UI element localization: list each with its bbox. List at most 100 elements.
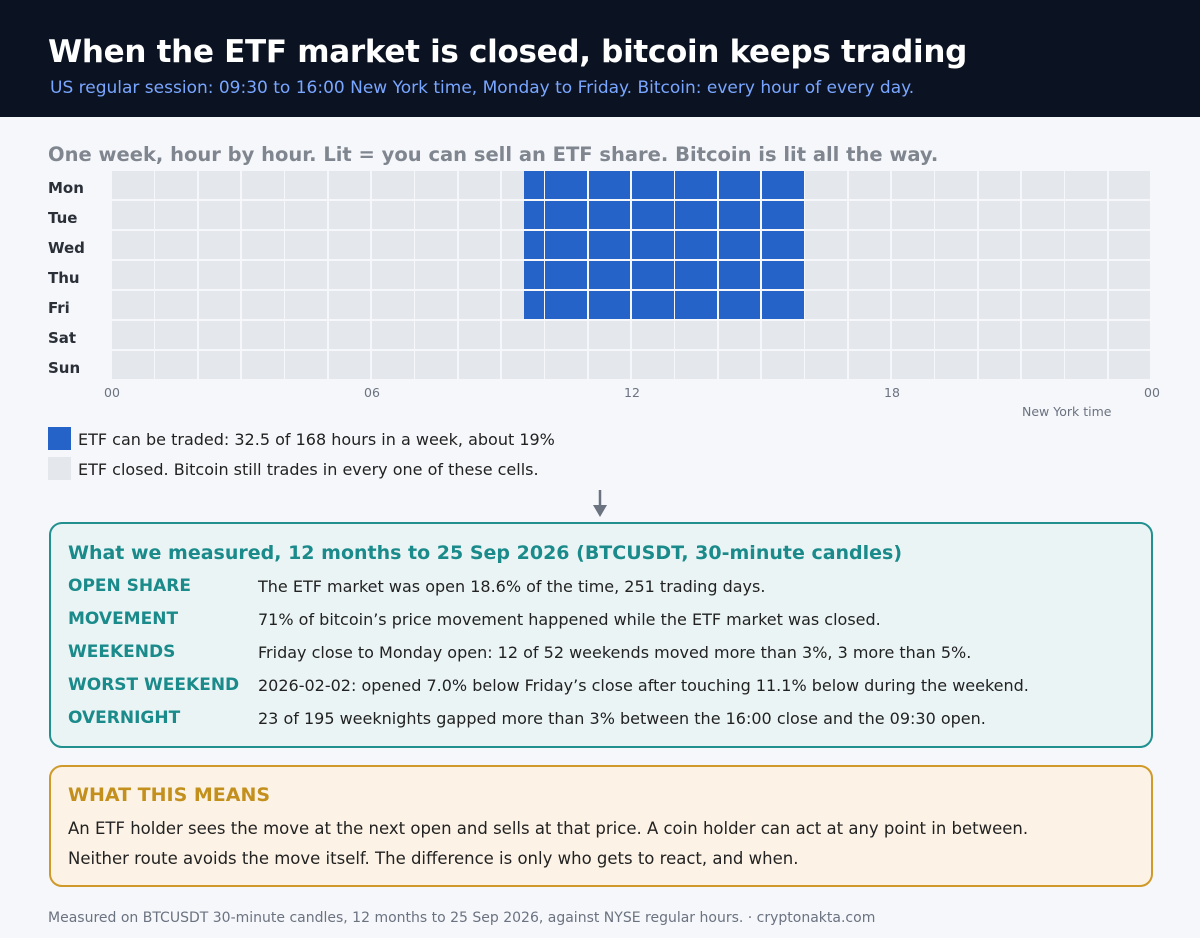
measured-key-overnight: OVERNIGHT: [68, 708, 181, 728]
grid-cell-mon-19: [935, 171, 978, 199]
grid-cell-open-mon-11: [588, 171, 631, 199]
grid-cell-fri-8: [458, 291, 501, 319]
x-tick-18: 18: [884, 385, 900, 400]
grid-cell-open-tue-12: [632, 201, 674, 229]
measured-value-movement: 71% of bitcoin’s price movement happened…: [258, 610, 881, 629]
grid-cell-wed-18: [892, 231, 934, 259]
grid-cell-thu-5: [328, 261, 371, 289]
grid-cell-wed-0: [112, 231, 154, 259]
grid-cell-sun-21: [1022, 351, 1064, 379]
x-tick-24: 00: [1144, 385, 1160, 400]
grid-cell-tue-20: [978, 201, 1021, 229]
day-label-sun: Sun: [48, 359, 81, 377]
grid-cell-sun-18: [892, 351, 934, 379]
grid-cell-fri-4: [285, 291, 328, 319]
grid-cell-thu-23: [1108, 261, 1151, 289]
measured-value-open-share: The ETF market was open 18.6% of the tim…: [258, 577, 766, 596]
grid-cell-mon-6: [372, 171, 414, 199]
grid-cell-open-thu-13: [675, 261, 718, 289]
grid-cell-sat-22: [1065, 321, 1108, 349]
grid-cell-thu-3: [242, 261, 284, 289]
grid-cell-mon-3: [242, 171, 284, 199]
grid-cell-sun-17: [848, 351, 891, 379]
grid-cell-fri-21: [1022, 291, 1064, 319]
grid-cell-sat-21: [1022, 321, 1064, 349]
grid-cell-mon-4: [285, 171, 328, 199]
grid-cell-open-mon-12: [632, 171, 674, 199]
grid-cell-mon-1: [155, 171, 198, 199]
grid-cell-open-fri-13: [675, 291, 718, 319]
grid-cell-sun-11: [588, 351, 631, 379]
legend-label-open: ETF can be traded: 32.5 of 168 hours in …: [78, 430, 555, 449]
grid-cell-open-mon-10: [545, 171, 588, 199]
means-line-2: Neither route avoids the move itself. Th…: [68, 849, 799, 868]
legend-label-closed: ETF closed. Bitcoin still trades in ever…: [78, 460, 539, 479]
grid-cell-open-fri-15: [762, 291, 804, 319]
grid-cell-sun-8: [458, 351, 501, 379]
grid-cell-mon-0: [112, 171, 154, 199]
grid-cell-mon-2: [198, 171, 241, 199]
page-subtitle: US regular session: 09:30 to 16:00 New Y…: [50, 78, 915, 98]
grid-cell-open-fri-10: [545, 291, 588, 319]
grid-cell-mon-16: [805, 171, 848, 199]
day-label-fri: Fri: [48, 299, 70, 317]
grid-cell-sat-4: [285, 321, 328, 349]
measured-title: What we measured, 12 months to 25 Sep 20…: [68, 542, 903, 564]
grid-cell-sat-18: [892, 321, 934, 349]
down-arrow-icon: [593, 490, 607, 517]
measured-key-open-share: OPEN SHARE: [68, 576, 192, 596]
day-label-sat: Sat: [48, 329, 77, 347]
x-tick-06: 06: [364, 385, 380, 400]
grid-cell-sun-19: [935, 351, 978, 379]
measured-panel: What we measured, 12 months to 25 Sep 20…: [49, 522, 1153, 748]
grid-cell-thu-7: [415, 261, 458, 289]
grid-cell-mon-21: [1022, 171, 1064, 199]
grid-cell-thu-20: [978, 261, 1021, 289]
legend-swatch-open: [48, 427, 71, 450]
grid-cell-open-tue-11: [588, 201, 631, 229]
grid-cell-open-fri-9: [523, 291, 544, 319]
grid-cell-sun-5: [328, 351, 371, 379]
grid-cell-fri-17: [848, 291, 891, 319]
legend-swatch-closed: [48, 457, 71, 480]
grid-cell-sun-10: [545, 351, 588, 379]
grid-cell-tue-5: [328, 201, 371, 229]
grid-cell-wed-20: [978, 231, 1021, 259]
grid-cell-sat-15: [762, 321, 804, 349]
grid-cell-sat-19: [935, 321, 978, 349]
grid-cell-sat-16: [805, 321, 848, 349]
grid-cell-mon-8: [458, 171, 501, 199]
grid-cell-open-wed-15: [762, 231, 804, 259]
grid-cell-thu-19: [935, 261, 978, 289]
grid-cell-fri-6: [372, 291, 414, 319]
grid-cell-sun-4: [285, 351, 328, 379]
grid-cell-wed-4: [285, 231, 328, 259]
grid-cell-wed-7: [415, 231, 458, 259]
grid-cell-sat-9: [502, 321, 544, 349]
grid-cell-fri-23: [1108, 291, 1151, 319]
grid-cell-open-thu-15: [762, 261, 804, 289]
grid-cell-fri-20: [978, 291, 1021, 319]
grid-cell-fri-19: [935, 291, 978, 319]
grid-cell-open-thu-14: [718, 261, 761, 289]
grid-cell-thu-2: [198, 261, 241, 289]
grid-cell-sat-2: [198, 321, 241, 349]
grid-cell-wed-19: [935, 231, 978, 259]
grid-cell-mon-20: [978, 171, 1021, 199]
grid-cell-thu-1: [155, 261, 198, 289]
grid-cell-open-mon-14: [718, 171, 761, 199]
x-tick-00: 00: [104, 385, 120, 400]
grid-cell-mon-7: [415, 171, 458, 199]
header: When the ETF market is closed, bitcoin k…: [0, 0, 1200, 117]
grid-cell-fri-22: [1065, 291, 1108, 319]
grid-cell-open-tue-14: [718, 201, 761, 229]
grid-cell-fri-5: [328, 291, 371, 319]
grid-cell-wed-5: [328, 231, 371, 259]
grid-cell-open-wed-12: [632, 231, 674, 259]
grid-cell-thu-6: [372, 261, 414, 289]
grid-cell-fri-16: [805, 291, 848, 319]
grid-cell-sat-23: [1108, 321, 1151, 349]
grid-cell-sat-3: [242, 321, 284, 349]
day-label-tue: Tue: [48, 209, 78, 227]
means-title: WHAT THIS MEANS: [68, 784, 271, 806]
